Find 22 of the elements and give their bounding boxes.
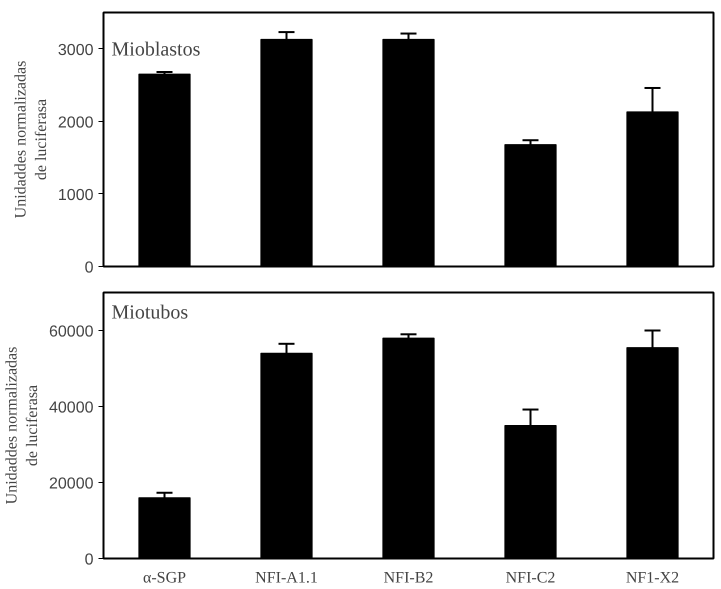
y-tick-label: 1000 xyxy=(58,186,94,204)
x-tick-label: NFI-C2 xyxy=(506,570,556,586)
x-tick-label: α-SGP xyxy=(142,570,186,586)
x-tick-label: NF1-X2 xyxy=(626,570,680,586)
y-tick-label: 3000 xyxy=(58,42,94,59)
bar xyxy=(138,497,191,558)
bar xyxy=(382,38,435,266)
y-tick-label: 2000 xyxy=(58,114,94,132)
y-tick-label: 60000 xyxy=(49,324,94,340)
bar xyxy=(138,74,191,266)
x-tick-label: NFI-A1.1 xyxy=(255,570,318,586)
y-tick-label: 0 xyxy=(84,260,94,276)
y-tick-label: 40000 xyxy=(49,400,94,416)
annotation: Mioblastos xyxy=(112,38,201,60)
y-axis-title: Unidaddes normalizadas de luciferasa xyxy=(4,346,42,504)
y-tick-label: 20000 xyxy=(49,476,94,492)
y-tick-label: 0 xyxy=(84,552,94,568)
y-axis-title: Unidaddes normalizadas de luciferasa xyxy=(12,60,50,218)
annotation: Miotubos xyxy=(112,302,188,324)
bar xyxy=(504,144,557,266)
x-tick-label: NFI-B2 xyxy=(384,570,434,586)
bar xyxy=(382,338,435,558)
